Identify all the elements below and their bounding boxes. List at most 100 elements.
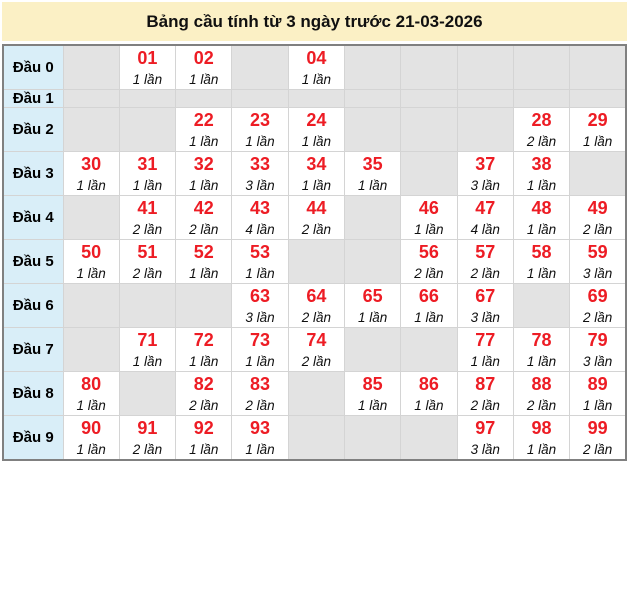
- number-cell: 92 1 lần: [175, 415, 233, 461]
- occurrence-count: 1 lần: [526, 266, 557, 281]
- lottery-number: 92: [193, 418, 214, 438]
- number-cell: 98 1 lần: [512, 415, 571, 461]
- row-label: Đầu 5: [2, 239, 64, 284]
- lottery-number: 47: [475, 198, 496, 218]
- row-label: Đầu 1: [2, 89, 64, 108]
- lottery-number: 67: [475, 286, 496, 306]
- lottery-number: 65: [362, 286, 383, 306]
- lottery-number: 98: [531, 418, 552, 438]
- row-label: Đầu 3: [2, 151, 64, 196]
- lottery-number: 29: [587, 110, 608, 130]
- empty-cell: [456, 89, 514, 108]
- number-cell: 29 1 lần: [569, 107, 627, 152]
- occurrence-count: 1 lần: [132, 354, 163, 369]
- lottery-number: 38: [531, 154, 552, 174]
- empty-cell: [400, 327, 458, 372]
- lottery-number: 56: [418, 242, 439, 262]
- number-cell: 97 3 lần: [456, 415, 514, 461]
- empty-cell: [512, 283, 571, 328]
- lottery-number: 42: [193, 198, 214, 218]
- occurrence-count: 1 lần: [582, 398, 613, 413]
- number-cell: 28 2 lần: [512, 107, 571, 152]
- occurrence-count: 2 lần: [414, 266, 444, 281]
- lottery-number: 41: [137, 198, 158, 218]
- table-row: Đầu 7 71 1 lần 72 1 lần 73 1 lần 74 2 lần 77 1 lần…: [2, 327, 627, 372]
- number-cell: 49 2 lần: [569, 195, 627, 240]
- empty-cell: [343, 195, 402, 240]
- occurrence-count: 2 lần: [526, 398, 557, 413]
- occurrence-count: 1 lần: [301, 178, 331, 193]
- empty-cell: [231, 44, 289, 90]
- number-cell: 67 3 lần: [456, 283, 514, 328]
- number-cell: 74 2 lần: [287, 327, 345, 372]
- occurrence-count: 3 lần: [245, 310, 275, 325]
- number-cell: 01 1 lần: [118, 44, 177, 90]
- empty-cell: [62, 283, 120, 328]
- lottery-number: 30: [81, 154, 102, 174]
- occurrence-count: 1 lần: [357, 310, 388, 325]
- table-row: Đầu 0 01 1 lần 02 1 lần 04 1 lần: [2, 44, 627, 90]
- empty-cell: [287, 89, 345, 108]
- lottery-number: 79: [587, 330, 608, 350]
- number-cell: 82 2 lần: [175, 371, 233, 416]
- occurrence-count: 1 lần: [414, 398, 444, 413]
- number-cell: 89 1 lần: [569, 371, 627, 416]
- number-cell: 51 2 lần: [118, 239, 177, 284]
- occurrence-count: 2 lần: [301, 354, 331, 369]
- occurrence-count: 1 lần: [245, 266, 275, 281]
- occurrence-count: 2 lần: [582, 222, 613, 237]
- row-label: Đầu 0: [2, 44, 64, 90]
- number-cell: 87 2 lần: [456, 371, 514, 416]
- empty-cell: [231, 89, 289, 108]
- lottery-number: 87: [475, 374, 496, 394]
- number-cell: 83 2 lần: [231, 371, 289, 416]
- lottery-number: 99: [587, 418, 608, 438]
- occurrence-count: 1 lần: [132, 72, 163, 87]
- empty-cell: [62, 44, 120, 90]
- occurrence-count: 1 lần: [189, 178, 219, 193]
- lottery-number: 53: [250, 242, 271, 262]
- empty-cell: [569, 89, 627, 108]
- lottery-number: 74: [306, 330, 327, 350]
- number-cell: 88 2 lần: [512, 371, 571, 416]
- empty-cell: [343, 239, 402, 284]
- number-cell: 72 1 lần: [175, 327, 233, 372]
- occurrence-count: 1 lần: [245, 442, 275, 457]
- occurrence-count: 3 lần: [245, 178, 275, 193]
- occurrence-count: 2 lần: [301, 310, 331, 325]
- lottery-number: 02: [193, 48, 214, 68]
- lottery-number: 43: [250, 198, 271, 218]
- table-row: Đầu 3 30 1 lần 31 1 lần 32 1 lần 33 3 lần 34 1 lần…: [2, 151, 627, 196]
- empty-cell: [287, 371, 345, 416]
- number-cell: 56 2 lần: [400, 239, 458, 284]
- empty-cell: [343, 44, 402, 90]
- lottery-number: 31: [137, 154, 158, 174]
- lottery-number: 63: [250, 286, 271, 306]
- lottery-number: 51: [137, 242, 158, 262]
- number-cell: 85 1 lần: [343, 371, 402, 416]
- lottery-number: 64: [306, 286, 327, 306]
- lottery-number: 69: [587, 286, 608, 306]
- occurrence-count: 4 lần: [245, 222, 275, 237]
- lottery-number: 32: [193, 154, 214, 174]
- empty-cell: [512, 44, 571, 90]
- number-cell: 52 1 lần: [175, 239, 233, 284]
- lottery-number: 90: [81, 418, 102, 438]
- lottery-number: 23: [250, 110, 271, 130]
- occurrence-count: 1 lần: [245, 354, 275, 369]
- number-cell: 59 3 lần: [569, 239, 627, 284]
- number-cell: 78 1 lần: [512, 327, 571, 372]
- occurrence-count: 1 lần: [526, 222, 557, 237]
- occurrence-count: 1 lần: [470, 354, 500, 369]
- occurrence-count: 1 lần: [301, 72, 331, 87]
- lottery-number: 85: [362, 374, 383, 394]
- occurrence-count: 1 lần: [526, 178, 557, 193]
- empty-cell: [569, 44, 627, 90]
- number-cell: 66 1 lần: [400, 283, 458, 328]
- empty-cell: [62, 327, 120, 372]
- occurrence-count: 1 lần: [357, 398, 388, 413]
- lottery-number: 57: [475, 242, 496, 262]
- lottery-number: 73: [250, 330, 271, 350]
- occurrence-count: 2 lần: [301, 222, 331, 237]
- occurrence-count: 2 lần: [189, 222, 219, 237]
